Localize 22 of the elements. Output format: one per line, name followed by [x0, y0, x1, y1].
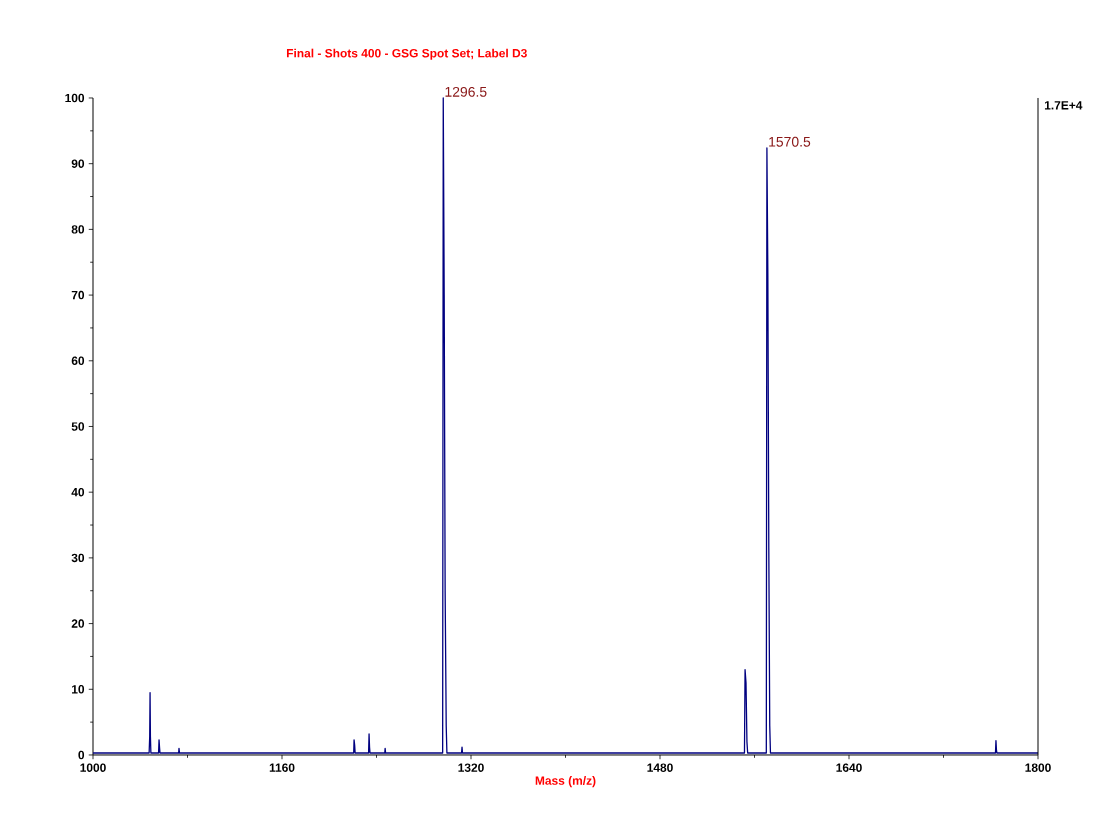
chart-title: Final - Shots 400 - GSG Spot Set; Label D3 [286, 48, 527, 60]
y-tick-label: 40 [71, 487, 85, 497]
y-tick-label: 60 [71, 356, 85, 366]
y-tick-label: 10 [72, 685, 85, 694]
y-tick-label: 30 [71, 553, 85, 563]
annotation: 1296.5 [445, 86, 487, 97]
y-tick-label: 90 [71, 159, 85, 168]
x-tick-label: 1640 [836, 763, 862, 772]
y-tick-label: 100 [65, 93, 85, 103]
x-tick-label: 1800 [1025, 763, 1051, 772]
y-tick-label: 50 [71, 422, 85, 431]
x-tick-label: 1320 [458, 763, 484, 772]
x-tick-label: 1480 [647, 763, 673, 772]
x-tick-label: 1000 [80, 763, 106, 772]
y-tick-label: 70 [71, 290, 85, 300]
y-tick-label: 0 [78, 750, 85, 760]
annotation: 1570.5 [769, 136, 811, 147]
y-tick-label: 80 [71, 225, 85, 234]
y-tick-label: 20 [71, 619, 85, 628]
x-axis-title: Mass (m/z) [535, 776, 596, 788]
x-tick-label: 1160 [269, 763, 295, 772]
text: 1.7E+4 [1044, 101, 1083, 110]
